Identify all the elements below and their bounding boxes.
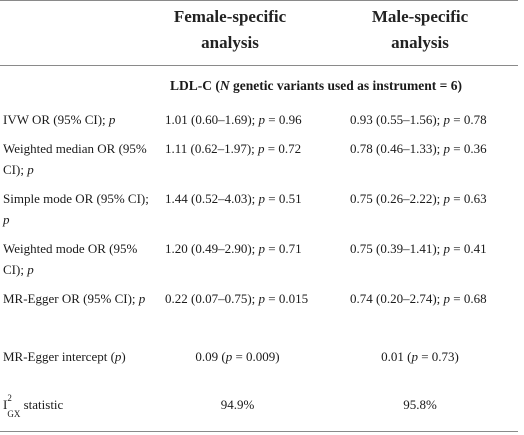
female-value: 1.11 (0.62–1.97); p = 0.72 — [165, 141, 302, 156]
row-label: MR-Egger intercept (p) — [3, 349, 126, 364]
male-value: 0.74 (0.20–2.74); p = 0.68 — [350, 291, 487, 306]
top-rule — [0, 0, 518, 1]
row-label: I 2 GX statistic — [3, 393, 64, 419]
row-label: Weighted mode OR (95% CI); p — [3, 241, 138, 277]
row-label: IVW OR (95% CI); p — [3, 112, 116, 127]
bottom-rule — [0, 431, 518, 432]
row-label: MR-Egger OR (95% CI); p — [3, 291, 146, 306]
row-label: Simple mode OR (95% CI); p — [3, 191, 149, 227]
female-value: 1.01 (0.60–1.69); p = 0.96 — [165, 112, 302, 127]
male-column-header: Male-specific analysis — [371, 7, 469, 52]
section-subheader: LDL-C (N genetic variants used as instru… — [170, 78, 462, 93]
male-value: 95.8% — [403, 397, 437, 412]
male-value: 0.75 (0.26–2.22); p = 0.63 — [350, 191, 487, 206]
male-value: 0.93 (0.55–1.56); p = 0.78 — [350, 112, 487, 127]
female-column-header: Female-specific analysis — [173, 7, 287, 52]
male-value: 0.78 (0.46–1.33); p = 0.36 — [350, 141, 487, 156]
female-value: 94.9% — [220, 397, 255, 412]
female-value: 0.22 (0.07–0.75); p = 0.015 — [165, 291, 309, 306]
row-label: Weighted median OR (95% CI); p — [3, 141, 147, 177]
female-value: 1.44 (0.52–4.03); p = 0.51 — [165, 191, 302, 206]
male-value: 0.01 (p = 0.73) — [381, 349, 459, 364]
header-rule — [0, 65, 518, 66]
male-value: 0.75 (0.39–1.41); p = 0.41 — [350, 241, 487, 256]
female-value: 1.20 (0.49–2.90); p = 0.71 — [165, 241, 302, 256]
female-value: 0.09 (p = 0.009) — [195, 349, 280, 364]
